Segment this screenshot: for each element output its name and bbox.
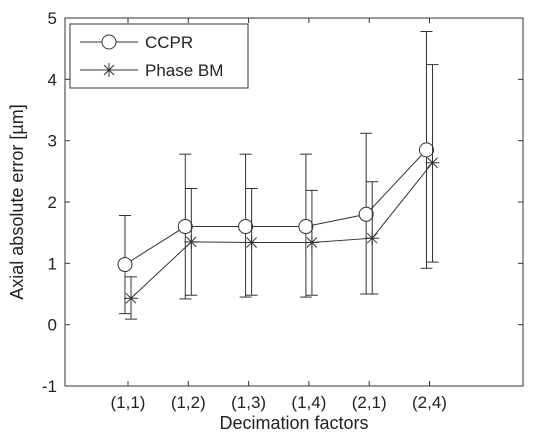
series-line [130,162,433,299]
x-axis-ticks: (1,1) (1,2) (1,3) (1,4) (2,1) (2,4) [111,18,447,412]
y-tick-label: 1 [48,254,57,273]
asterisk-stroke [125,292,137,304]
data-point-circle [177,219,193,235]
asterisk-stroke [366,232,378,244]
legend: CCPR Phase BM [69,23,249,89]
series-phase-bm [124,64,440,320]
y-tick-label: 2 [48,193,57,212]
series-ccpr [117,30,434,315]
data-point-asterisk [124,291,139,306]
y-tick-label: -1 [42,377,57,396]
x-tick-label: (1,2) [171,393,206,412]
data-point-asterisk [304,235,319,250]
asterisk-stroke [306,237,318,248]
y-tick-label: 0 [48,316,57,335]
data-point-circle [298,219,314,235]
legend-marker-ccpr [101,34,117,50]
data-point-circle [238,219,254,235]
x-axis-label: Decimation factors [219,413,368,433]
legend-box [69,23,249,89]
x-tick-label: (1,3) [231,393,266,412]
data-point-asterisk [244,235,259,250]
legend-marker-phase-bm [102,63,116,77]
y-tick-label: 4 [48,70,57,89]
legend-label-phase-bm: Phase BM [145,61,223,80]
data-point-circle [117,257,133,273]
data-point-asterisk [365,231,380,246]
x-tick-label: (1,4) [291,393,326,412]
y-tick-label: 5 [48,9,57,28]
series-line [124,149,427,265]
data-point-asterisk [425,155,440,170]
data-point-circle [358,206,374,222]
asterisk-stroke [185,236,197,248]
data-point-asterisk [184,234,199,249]
x-tick-label: (2,1) [352,393,387,412]
asterisk-stroke [427,157,438,169]
series-layer [117,30,440,320]
x-tick-label: (2,4) [412,393,447,412]
asterisk-stroke [246,237,257,248]
y-axis-label: Axial absolute error [µm] [7,104,27,299]
legend-label-ccpr: CCPR [145,33,193,52]
y-axis-ticks: -1 0 1 2 3 4 5 [42,9,523,396]
data-point-circle [418,142,434,158]
x-tick-label: (1,1) [111,393,146,412]
y-tick-label: 3 [48,132,57,151]
